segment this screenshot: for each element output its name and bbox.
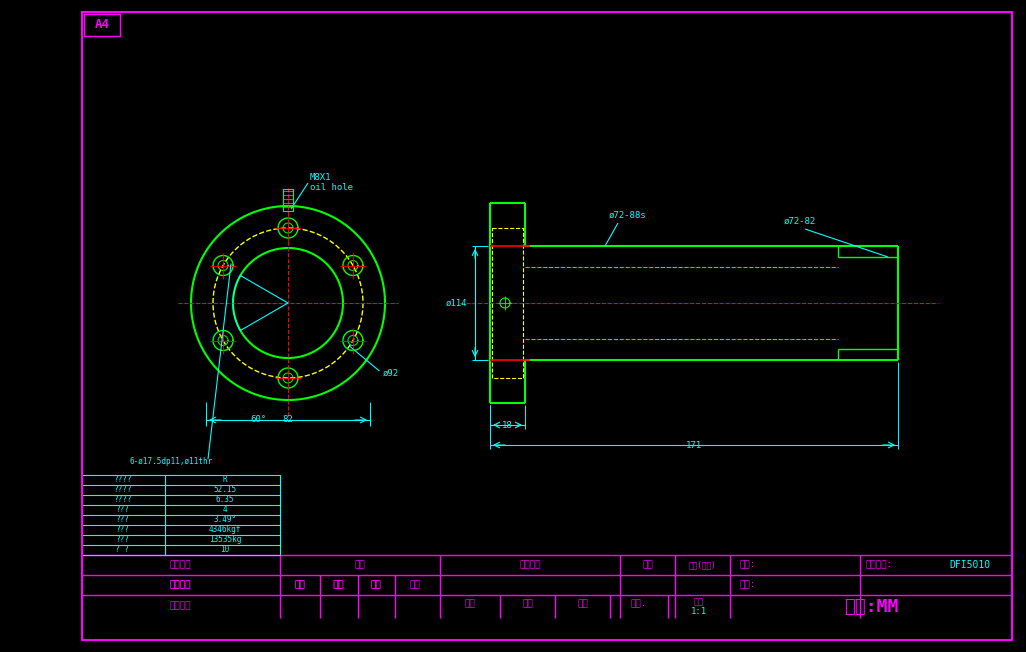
Text: 13535kg: 13535kg [209, 535, 241, 544]
Text: 171: 171 [686, 441, 702, 449]
Text: M8X1: M8X1 [310, 173, 331, 183]
Text: 绘图: 绘图 [465, 599, 475, 608]
Text: ???: ??? [115, 526, 129, 535]
Text: 比例: 比例 [694, 597, 704, 606]
Text: A4: A4 [94, 18, 110, 31]
Text: ø72-82: ø72-82 [784, 216, 816, 226]
Text: ????: ???? [113, 486, 131, 494]
Text: 10: 10 [221, 546, 230, 554]
Text: 处数: 处数 [294, 580, 306, 589]
Text: 数量(单台): 数量(单台) [688, 561, 716, 569]
Text: 单位:MM: 单位:MM [843, 598, 898, 616]
Text: ? ?: ? ? [115, 546, 129, 554]
Text: 日期: 日期 [333, 580, 345, 589]
Text: ø114: ø114 [445, 299, 467, 308]
Text: 设计: 设计 [522, 599, 532, 608]
Text: 审核: 审核 [577, 599, 588, 608]
Text: 型号:: 型号: [740, 561, 756, 569]
Text: 6.35: 6.35 [215, 496, 234, 505]
Text: 材料:: 材料: [740, 580, 756, 589]
Text: 6-ø17.5dp11,ø11thr: 6-ø17.5dp11,ø11thr [130, 456, 213, 466]
Text: 视角.: 视角. [631, 599, 647, 608]
Text: DFI5010: DFI5010 [949, 560, 990, 570]
Text: 处数: 处数 [355, 561, 365, 569]
Text: 60°: 60° [250, 415, 266, 424]
Text: 82: 82 [282, 415, 293, 424]
Text: ????: ???? [113, 475, 131, 484]
Text: 客户确认: 客户确认 [169, 602, 191, 610]
Text: 更改标记: 更改标记 [169, 580, 191, 589]
Text: oil hole: oil hole [310, 183, 353, 192]
Text: 签名: 签名 [409, 580, 421, 589]
Text: 客户名称: 客户名称 [519, 561, 541, 569]
Text: ø92: ø92 [383, 368, 398, 378]
Text: 18: 18 [502, 421, 513, 430]
Text: 3.49°: 3.49° [213, 516, 237, 524]
Text: 更改标记: 更改标记 [169, 561, 191, 569]
Text: R: R [223, 475, 228, 484]
Text: 1:1: 1:1 [690, 608, 707, 617]
Text: ???: ??? [115, 535, 129, 544]
Text: 签名: 签名 [370, 580, 382, 589]
Text: 存档图号:: 存档图号: [865, 561, 892, 569]
Text: ø72-88s: ø72-88s [609, 211, 646, 220]
Text: 日期: 日期 [332, 580, 344, 589]
Text: 4346kgf: 4346kgf [209, 526, 241, 535]
Text: ???: ??? [115, 516, 129, 524]
Text: 日期: 日期 [642, 561, 653, 569]
Text: 签名: 签名 [370, 580, 382, 589]
Text: ???: ??? [115, 505, 129, 514]
Text: 处数: 处数 [294, 580, 306, 589]
Text: 4: 4 [223, 505, 228, 514]
Text: ????: ???? [113, 496, 131, 505]
Text: 更改标记: 更改标记 [169, 580, 191, 589]
Text: 52.15: 52.15 [213, 486, 237, 494]
